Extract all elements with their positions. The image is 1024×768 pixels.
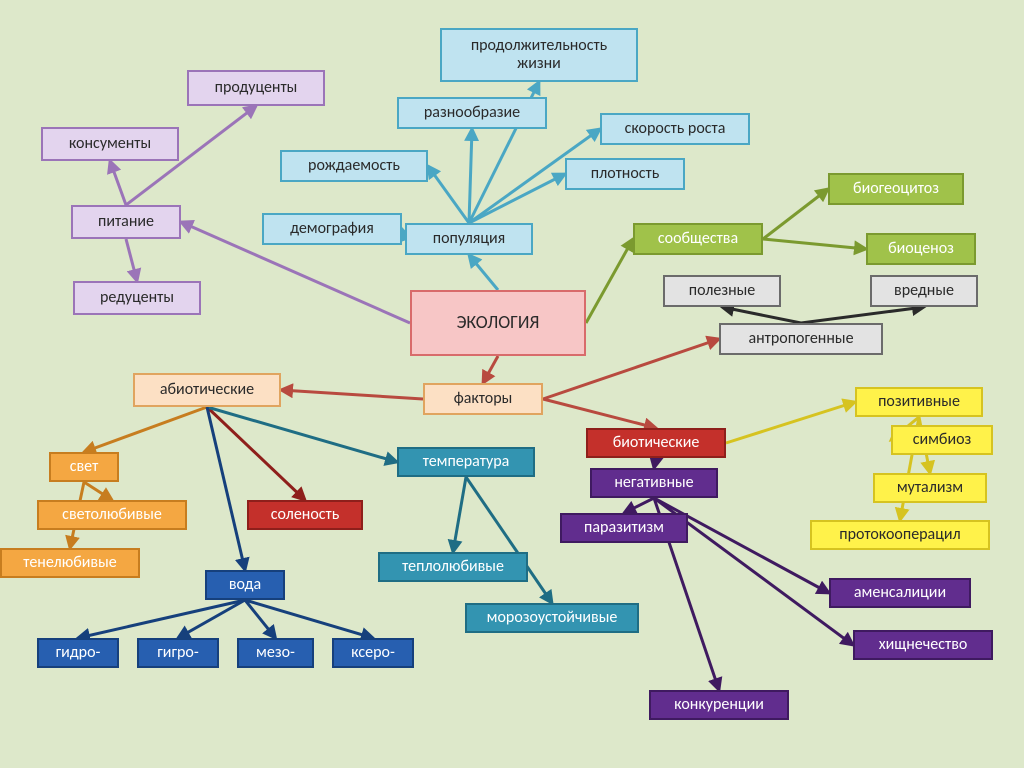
node-xero: ксеро- bbox=[332, 638, 414, 668]
edge-population-diversity bbox=[469, 129, 472, 223]
edge-population-birthrate bbox=[428, 166, 469, 223]
edge-ecology-population bbox=[469, 255, 498, 290]
node-hygro: гигро- bbox=[137, 638, 219, 668]
edge-abiotic-temperature bbox=[207, 407, 397, 462]
node-lifespan: продолжительность жизни bbox=[440, 28, 638, 82]
node-reducers: редуценты bbox=[73, 281, 201, 315]
edge-anthro-useful bbox=[722, 307, 801, 323]
edge-ecology-communities bbox=[586, 239, 633, 323]
node-lightlove: светолюбивые bbox=[37, 500, 187, 530]
node-cryo: морозоустойчивые bbox=[465, 603, 639, 633]
node-birthrate: рождаемость bbox=[280, 150, 428, 182]
node-thermo: теплолюбивые bbox=[378, 552, 528, 582]
node-symbiosis: симбиоз bbox=[891, 425, 993, 455]
edge-nutrition-consumers bbox=[110, 161, 126, 205]
node-proto: протокооперацил bbox=[810, 520, 990, 550]
node-mutualism: мутализм bbox=[873, 473, 987, 503]
node-light: свет bbox=[49, 452, 119, 482]
node-abiotic: абиотические bbox=[133, 373, 281, 407]
node-biotic: биотические bbox=[586, 428, 726, 458]
node-communities: сообщества bbox=[633, 223, 763, 255]
edge-abiotic-salinity bbox=[207, 407, 305, 500]
node-diversity: разнообразие bbox=[397, 97, 547, 129]
node-demography: демография bbox=[262, 213, 402, 245]
node-hydro: гидро- bbox=[37, 638, 119, 668]
node-meso: мезо- bbox=[237, 638, 314, 668]
node-salinity: соленость bbox=[247, 500, 363, 530]
edge-population-density bbox=[469, 174, 565, 223]
edge-nutrition-reducers bbox=[126, 239, 137, 281]
node-predation: хищнечество bbox=[853, 630, 993, 660]
edge-biotic-positive bbox=[726, 402, 855, 443]
edge-light-lightlove bbox=[84, 482, 112, 500]
node-anthro: антропогенные bbox=[719, 323, 883, 355]
node-shadelove: тенелюбивые bbox=[0, 548, 140, 578]
node-factors: факторы bbox=[423, 383, 543, 415]
node-parasitism: паразитизм bbox=[560, 513, 688, 543]
node-producers: продуценты bbox=[187, 70, 325, 106]
node-biogeo: биогеоцитоз bbox=[828, 173, 964, 205]
node-positive: позитивные bbox=[855, 387, 983, 417]
node-negative: негативные bbox=[590, 468, 718, 498]
edge-negative-parasitism bbox=[624, 498, 654, 513]
edge-ecology-factors bbox=[483, 356, 498, 383]
edge-anthro-harmful bbox=[801, 307, 924, 323]
edge-factors-abiotic bbox=[281, 390, 423, 399]
edge-water-hydro bbox=[78, 600, 245, 638]
edge-water-meso bbox=[245, 600, 276, 638]
node-amensal: аменсалиции bbox=[829, 578, 971, 608]
edge-water-hygro bbox=[178, 600, 245, 638]
node-competition: конкуренции bbox=[649, 690, 789, 720]
node-nutrition: питание bbox=[71, 205, 181, 239]
edge-communities-bioceno bbox=[763, 239, 866, 249]
node-consumers: консументы bbox=[41, 127, 179, 161]
node-temperature: температура bbox=[397, 447, 535, 477]
edge-abiotic-light bbox=[84, 407, 207, 452]
edge-temperature-cryo bbox=[466, 477, 552, 603]
node-growth: скорость роста bbox=[600, 113, 750, 145]
edge-abiotic-water bbox=[207, 407, 245, 570]
edge-temperature-thermo bbox=[453, 477, 466, 552]
node-population: популяция bbox=[405, 223, 533, 255]
edge-water-xero bbox=[245, 600, 373, 638]
node-useful: полезные bbox=[663, 275, 781, 307]
edge-factors-biotic bbox=[543, 399, 656, 428]
node-ecology: ЭКОЛОГИЯ bbox=[410, 290, 586, 356]
node-water: вода bbox=[205, 570, 285, 600]
concept-map-canvas: ЭКОЛОГИЯ популяциядемография рождаемость ра… bbox=[0, 0, 1024, 768]
node-harmful: вредные bbox=[870, 275, 978, 307]
edge-biotic-negative bbox=[654, 458, 656, 468]
edge-communities-biogeo bbox=[763, 189, 828, 239]
node-bioceno: биоценоз bbox=[866, 233, 976, 265]
node-density: плотность bbox=[565, 158, 685, 190]
